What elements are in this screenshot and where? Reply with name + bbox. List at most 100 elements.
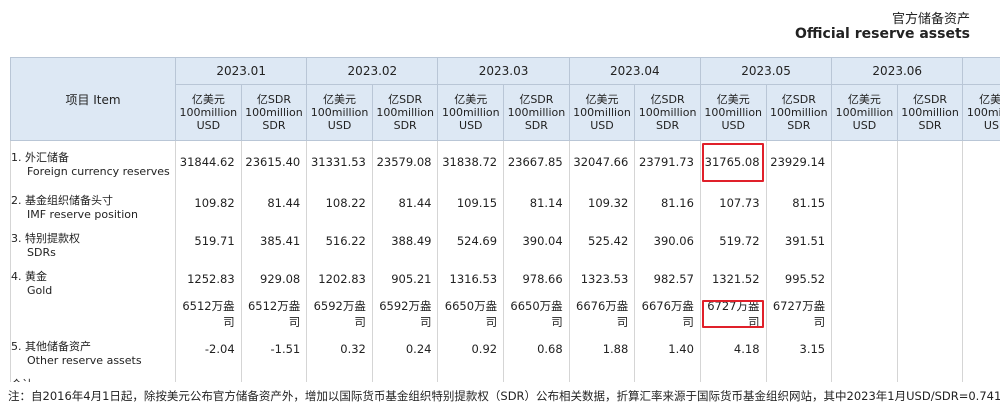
unit-line: 亿美元: [585, 93, 619, 106]
unit-line: 100million: [245, 106, 303, 119]
month-header: 2023.03: [437, 57, 570, 85]
unit-line: 亿SDR: [256, 93, 291, 106]
data-row: 3. 特别提款权 SDRs 519.71 385.41 516.22 388.49 524.…: [10, 221, 1000, 260]
cell: [831, 367, 898, 382]
cell: 6676万盎司: [568, 297, 636, 330]
cell: 31838.72: [437, 140, 505, 184]
cell: 109.15: [437, 183, 505, 222]
data-row: 4. 黄金 Gold 1252.83 929.08 1202.83 905.21 1316.…: [10, 259, 1000, 298]
unit-header: 亿SDR 100million SDR: [896, 84, 964, 141]
cell: 6512万盎司: [240, 297, 308, 330]
cell: 23929.14: [765, 140, 833, 184]
unit-line: 亿美元: [323, 93, 357, 106]
month-header: 2023.05: [699, 57, 833, 85]
cell: 33724.94: [175, 367, 242, 382]
cell: 0.68: [503, 329, 570, 368]
cell: 109.82: [175, 183, 242, 222]
item-header: 项目 Item: [10, 57, 177, 141]
cell: 31765.08: [699, 140, 767, 184]
unit-line: USD: [852, 119, 877, 132]
cell: 6650万盎司: [437, 297, 505, 330]
cell: 4.18: [699, 329, 767, 368]
unit-line: USD: [983, 119, 1000, 132]
cell: 6727万盎司: [699, 297, 767, 330]
cell: [962, 259, 1000, 298]
cell: 108.22: [306, 183, 373, 222]
unit-line: USD: [459, 119, 483, 132]
unit-line: 100million: [179, 106, 238, 119]
cell: 1316.53: [437, 259, 505, 298]
row-label: 1. 外汇储备 Foreign currency reserves: [10, 140, 177, 184]
unit-header: 亿SDR 100million SDR: [634, 84, 701, 141]
unit-line: 100million: [573, 106, 631, 119]
cell: 1321.52: [699, 259, 767, 298]
cell: [962, 221, 1000, 260]
unit-header: 亿SDR 100million SDR: [503, 84, 570, 141]
label-line: Other reserve assets: [27, 353, 142, 367]
cell: 6592万盎司: [371, 297, 439, 330]
unit-line: 亿SDR: [650, 93, 685, 106]
cell: 995.52: [765, 259, 833, 298]
header-row: 项目 Item 2023.01 2023.02 2023.03 2023.04 2023.…: [10, 57, 1000, 141]
data-row: 1. 外汇储备 Foreign currency reserves 31844.62…: [10, 140, 1000, 184]
data-row: 合计Total33724.9425009.8233159.1224954.463…: [10, 367, 1000, 383]
cell: 24954.46: [371, 367, 439, 382]
cell: [831, 329, 898, 368]
cell: [896, 259, 964, 298]
cell: [896, 140, 964, 184]
cell: 81.44: [240, 183, 308, 222]
cell: [962, 140, 1000, 184]
cell: 34007.80: [568, 367, 636, 382]
unit-line: USD: [327, 119, 352, 132]
unit-line: 亿美元: [979, 93, 1000, 106]
label-line: 4. 黄金: [11, 269, 47, 283]
cell: 1323.53: [568, 259, 636, 298]
cell: 0.32: [306, 329, 373, 368]
unit-line: 亿美元: [191, 93, 225, 106]
label-line: 3. 特别提款权: [11, 231, 80, 245]
title-en: Official reserve assets: [795, 26, 970, 42]
cell: 25118.37: [503, 367, 570, 382]
unit-line: 100million: [507, 106, 566, 119]
unit-line: SDR: [656, 119, 680, 132]
cell: [962, 329, 1000, 368]
unit-row: 亿美元 100million USD 亿SDR 100million SDR 亿美元 100m…: [11, 84, 1000, 141]
cell: 982.57: [634, 259, 701, 298]
unit-line: USD: [590, 119, 614, 132]
unit-line: SDR: [262, 119, 286, 132]
unit-line: 100million: [638, 106, 697, 119]
data-row: 6512万盎司 6512万盎司 6592万盎司 6592万盎司 6650万盎司 6650万…: [10, 297, 1000, 330]
cell: 31331.53: [306, 140, 373, 184]
cell: 6676万盎司: [634, 297, 701, 330]
data-row: 5. 其他储备资产 Other reserve assets -2.04 -1.51 0…: [10, 329, 1000, 368]
table-wrap: 项目 Item 2023.01 2023.02 2023.03 2023.04 2023.…: [10, 57, 1000, 382]
unit-line: 100million: [770, 106, 828, 119]
label-line: 合计: [11, 378, 175, 383]
cell: 6592万盎司: [306, 297, 373, 330]
cell: 25400.47: [765, 367, 833, 382]
unit-line: SDR: [918, 119, 942, 132]
cell: 391.51: [765, 221, 833, 260]
unit-line: 100million: [704, 106, 763, 119]
unit-header: 亿SDR 100million SDR: [240, 84, 308, 141]
cell: 0.92: [437, 329, 505, 368]
row-label: [10, 297, 177, 330]
label-line: Gold: [27, 283, 53, 297]
unit-line: 亿SDR: [519, 93, 554, 106]
cell: 23791.73: [634, 140, 701, 184]
data-row: 2. 基金组织储备头寸 IMF reserve position 109.82 81.…: [10, 183, 1000, 222]
unit-line: 100million: [376, 106, 434, 119]
cell: 390.06: [634, 221, 701, 260]
month-header: [962, 57, 1000, 85]
cell: 81.14: [503, 183, 570, 222]
cell: 23667.85: [503, 140, 570, 184]
row-label: 合计Total: [10, 367, 177, 383]
label-line: IMF reserve position: [27, 207, 138, 221]
unit-header: 亿SDR 100million SDR: [765, 84, 833, 141]
cell: 1252.83: [175, 259, 242, 298]
cell: [962, 297, 1000, 330]
